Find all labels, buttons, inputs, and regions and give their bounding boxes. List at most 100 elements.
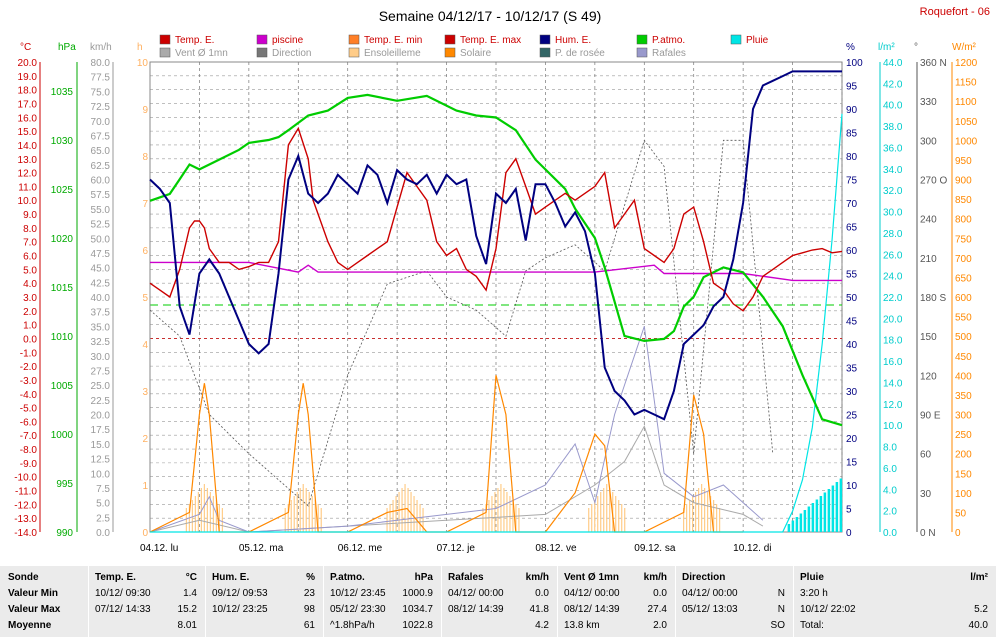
rain-axis-tick: 2.0 [883, 507, 897, 518]
hpa-axis-tick: 1025 [51, 185, 74, 196]
temp-axis-tick: 14.0 [18, 141, 38, 152]
stats-cell-date: 10/12/ 09:30 [95, 588, 151, 599]
kmh-axis-tick: 80.0 [91, 58, 111, 69]
temp-axis-tick: 8.0 [23, 224, 37, 235]
legend-label: Temp. E. [175, 35, 214, 46]
axis-unit: h [137, 42, 143, 53]
deg-axis-tick: 330 [920, 97, 937, 108]
legend-label: piscine [272, 35, 304, 46]
kmh-axis-tick: 72.5 [91, 102, 111, 113]
kmh-axis-tick: 62.5 [91, 161, 111, 172]
deg-axis-tick: 90 E [920, 411, 941, 422]
chart-series [149, 70, 843, 533]
kmh-axis-tick: 42.5 [91, 278, 111, 289]
stats-cell-value: 41.8 [529, 604, 549, 615]
temp-axis-tick: -13.0 [14, 514, 37, 525]
stats-cell-date: Total: [800, 620, 824, 631]
rain-axis-tick: 26.0 [883, 250, 903, 261]
chart-axes: 20.019.018.017.016.015.014.013.012.011.0… [14, 42, 977, 554]
stats-cell-value: N [777, 604, 785, 615]
rain-bar [831, 485, 835, 532]
pct-axis-tick: 60 [846, 246, 858, 257]
day-label: 04.12. lu [140, 543, 178, 554]
wm2-axis-tick: 900 [955, 176, 972, 187]
kmh-axis-tick: 25.0 [91, 381, 111, 392]
stats-column: Rafales km/h 04/12/ 00:00 0.0 08/12/ 14:39 41… [441, 566, 557, 637]
wm2-axis-tick: 1000 [955, 136, 978, 147]
deg-axis-tick: 210 [920, 254, 937, 265]
temp-axis-tick: -6.0 [20, 417, 38, 428]
series-line-tempe [149, 126, 843, 312]
axis-unit: W/m² [952, 42, 977, 53]
stats-row-label: Moyenne [8, 620, 52, 631]
kmh-axis-tick: 45.0 [91, 264, 111, 275]
wm2-axis-tick: 350 [955, 391, 972, 402]
stats-cell-date: 3:20 h [800, 588, 828, 599]
h-axis-tick: 0 [142, 528, 148, 539]
legend-swatch [636, 47, 648, 58]
pct-axis-tick: 40 [846, 340, 858, 351]
stats-cell-date: 05/12/ 23:30 [330, 604, 386, 615]
stats-cell-date: 13.8 km [564, 620, 600, 631]
legend-label: Temp. E. max [460, 35, 521, 46]
axis-unit: hPa [58, 42, 76, 53]
stats-cell-value: 4.2 [535, 620, 549, 631]
stats-cell-value: 15.2 [177, 604, 197, 615]
stats-cell-date: 10/12/ 22:02 [800, 604, 856, 615]
legend-swatch [444, 34, 456, 45]
pct-axis-tick: 50 [846, 293, 858, 304]
series-line-rafales [149, 326, 764, 533]
temp-axis-tick: 6.0 [23, 252, 37, 263]
hpa-axis-tick: 1030 [51, 136, 74, 147]
stats-cell-value: 1034.7 [402, 604, 433, 615]
rain-axis-tick: 24.0 [883, 272, 903, 283]
h-axis-tick: 8 [142, 152, 148, 163]
rain-axis-tick: 18.0 [883, 336, 903, 347]
pct-axis-tick: 15 [846, 458, 858, 469]
kmh-axis-tick: 55.0 [91, 205, 111, 216]
legend-swatch [539, 47, 551, 58]
rain-axis-tick: 6.0 [883, 464, 897, 475]
kmh-axis-tick: 47.5 [91, 249, 111, 260]
deg-axis-tick: 0 N [920, 528, 936, 539]
legend-label: Ensoleilleme [364, 48, 421, 59]
temp-axis-tick: 11.0 [18, 182, 37, 193]
kmh-axis-tick: 77.5 [91, 73, 111, 84]
stats-column-title: Temp. E. [95, 572, 136, 583]
temp-axis-tick: -3.0 [20, 376, 38, 387]
kmh-axis-tick: 17.5 [91, 425, 111, 436]
series-line-hume [149, 70, 842, 421]
legend-swatch [348, 47, 360, 58]
wm2-axis-tick: 100 [955, 489, 972, 500]
chart-grid [149, 61, 843, 533]
stats-cell-value: 40.0 [968, 620, 988, 631]
temp-axis-tick: -2.0 [20, 362, 38, 373]
wm2-axis-tick: 700 [955, 254, 972, 265]
legend-swatch [539, 34, 551, 45]
wm2-axis-tick: 50 [955, 508, 967, 519]
rain-axis-tick: 34.0 [883, 165, 903, 176]
stats-column-unit: km/h [643, 572, 667, 583]
rain-axis-tick: 36.0 [883, 143, 903, 154]
deg-axis-tick: 180 S [920, 293, 946, 304]
stats-cell-date: 05/12/ 13:03 [682, 604, 738, 615]
stats-column: Hum. E.% 09/12/ 09:53 23 10/12/ 23:25 98 61 [205, 566, 323, 637]
hpa-axis-tick: 995 [56, 479, 73, 490]
legend-label: Pluie [746, 35, 769, 46]
wm2-axis-tick: 850 [955, 195, 972, 206]
pct-axis-tick: 85 [846, 129, 858, 140]
stats-column-unit: km/h [525, 572, 549, 583]
pct-axis-tick: 45 [846, 317, 858, 328]
series-line-patmo [149, 93, 843, 427]
wm2-axis-tick: 550 [955, 313, 972, 324]
pct-axis-tick: 35 [846, 364, 858, 375]
pct-axis-tick: 80 [846, 152, 858, 163]
deg-axis-tick: 60 [920, 450, 932, 461]
wm2-axis-tick: 250 [955, 430, 972, 441]
temp-axis-tick: -11.0 [15, 487, 37, 498]
kmh-axis-tick: 32.5 [91, 337, 111, 348]
h-axis-tick: 5 [142, 293, 148, 304]
rain-bar [807, 506, 811, 532]
pct-axis-tick: 95 [846, 82, 858, 93]
pct-axis-tick: 25 [846, 411, 858, 422]
